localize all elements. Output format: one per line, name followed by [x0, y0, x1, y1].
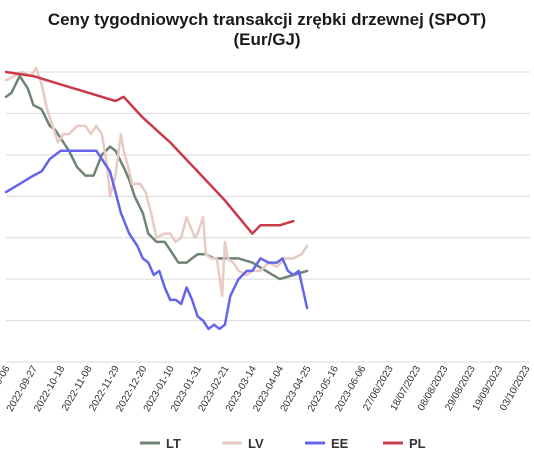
chart-title: Ceny tygodniowych transakcji zrębki drze…: [48, 10, 486, 29]
legend-label-ee: EE: [331, 436, 349, 451]
series-line-ee: [4, 149, 309, 331]
series-line-pl: [4, 70, 295, 235]
grid: [6, 71, 530, 363]
x-tick-labels: 2022-09-062022-09-272022-10-182022-11-08…: [0, 364, 533, 414]
legend: LT LV EE PL: [140, 436, 426, 451]
legend-label-lt: LT: [166, 436, 181, 451]
legend-label-pl: PL: [409, 436, 426, 451]
chart-subtitle: (Eur/GJ): [233, 30, 300, 49]
series-lines: [4, 66, 309, 331]
legend-label-lv: LV: [248, 436, 264, 451]
series-line-lt: [4, 74, 309, 281]
series-line-lv: [4, 66, 309, 297]
